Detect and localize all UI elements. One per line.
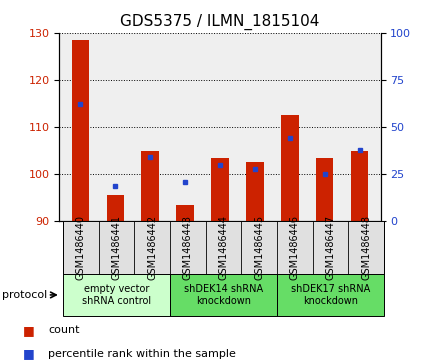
Title: GDS5375 / ILMN_1815104: GDS5375 / ILMN_1815104 (120, 14, 320, 30)
Text: percentile rank within the sample: percentile rank within the sample (48, 349, 236, 359)
Text: ■: ■ (23, 347, 34, 360)
Bar (72, 40, 89, 221)
Text: empty vector
shRNA control: empty vector shRNA control (82, 284, 151, 306)
Bar (106, 195, 124, 221)
Text: GSM1486441: GSM1486441 (111, 215, 121, 280)
Bar (316, 158, 334, 221)
Text: shDEK17 shRNA
knockdown: shDEK17 shRNA knockdown (291, 284, 370, 306)
Text: ■: ■ (23, 324, 34, 337)
Text: GSM1486442: GSM1486442 (147, 215, 157, 280)
Text: GSM1486443: GSM1486443 (183, 215, 193, 280)
Bar (351, 151, 368, 221)
Text: GSM1486445: GSM1486445 (254, 215, 264, 280)
Text: count: count (48, 325, 80, 335)
Text: GSM1486447: GSM1486447 (326, 215, 336, 280)
Text: shDEK14 shRNA
knockdown: shDEK14 shRNA knockdown (184, 284, 263, 306)
Bar (176, 205, 194, 221)
Text: protocol: protocol (2, 290, 48, 300)
Bar (141, 151, 159, 221)
Text: GSM1486444: GSM1486444 (219, 215, 228, 280)
Text: GSM1486448: GSM1486448 (361, 215, 371, 280)
Text: GSM1486440: GSM1486440 (76, 215, 86, 280)
Bar (281, 115, 299, 221)
Text: GSM1486446: GSM1486446 (290, 215, 300, 280)
Bar (246, 162, 264, 221)
Bar (211, 158, 229, 221)
